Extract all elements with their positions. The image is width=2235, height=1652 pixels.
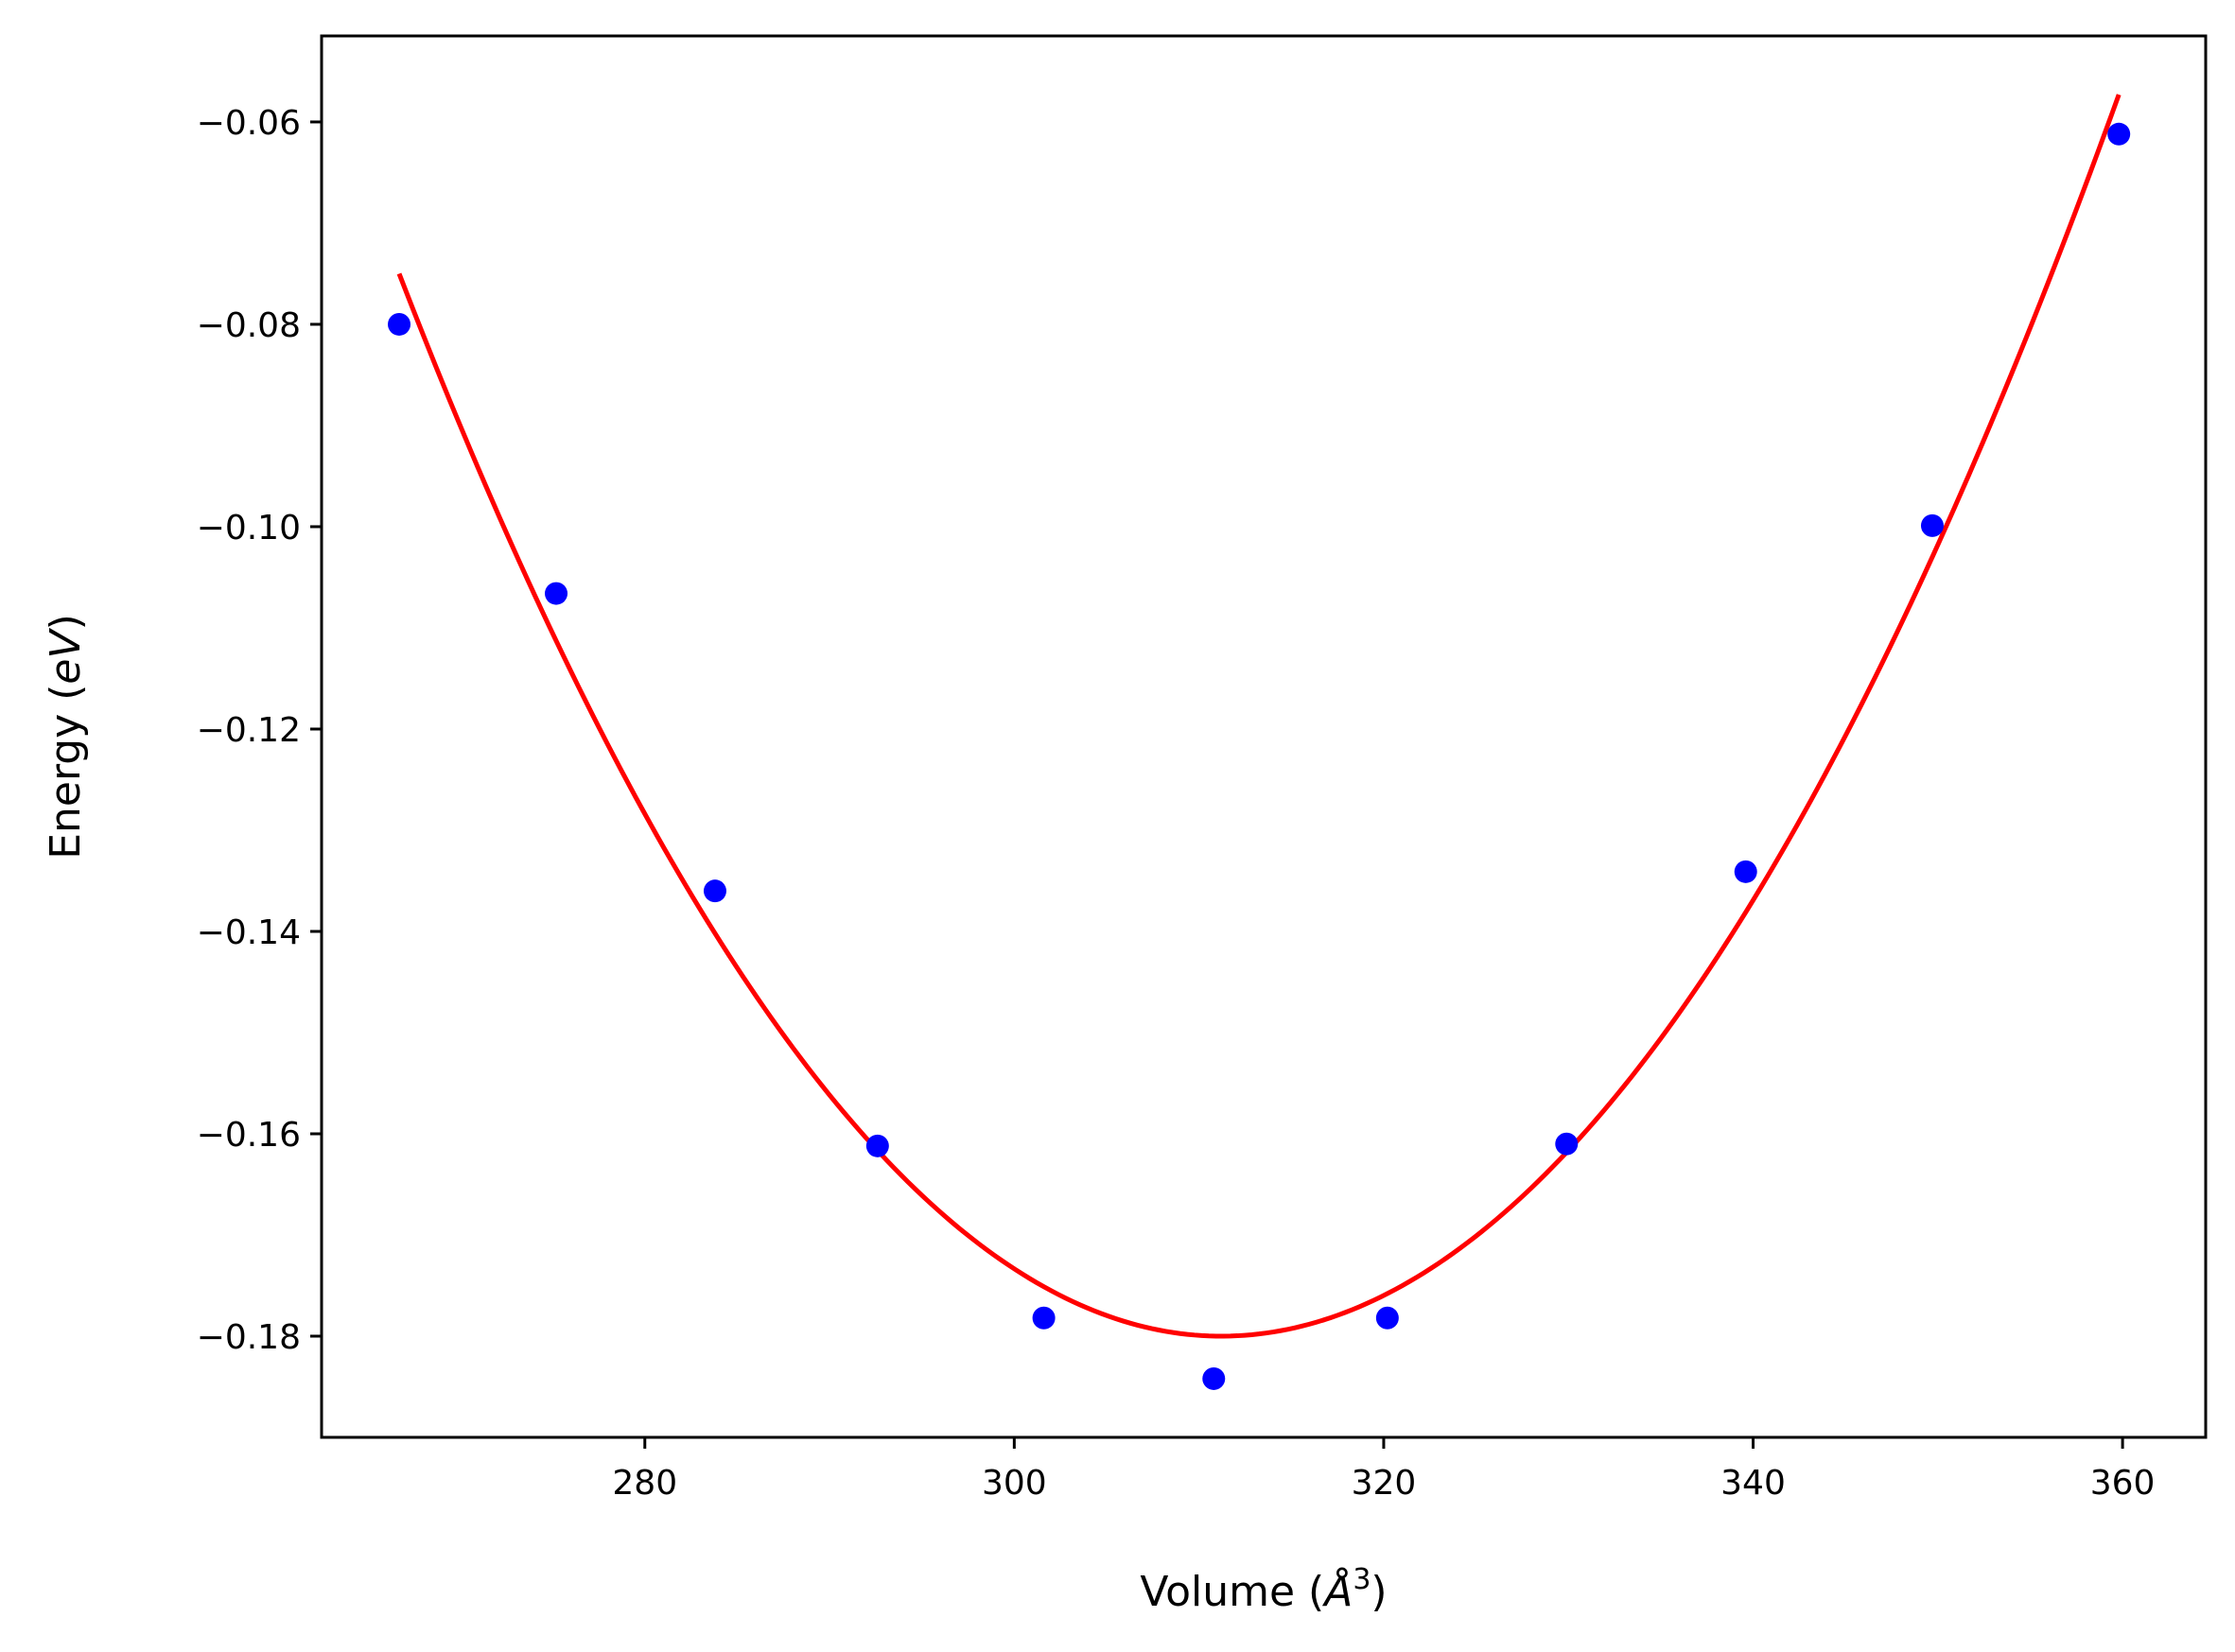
data-point xyxy=(2107,122,2131,146)
data-point xyxy=(1555,1132,1579,1156)
x-axis-title-symbol: Å xyxy=(1321,1566,1353,1616)
x-tick-label: 280 xyxy=(612,1464,677,1503)
data-point xyxy=(1032,1306,1056,1330)
data-point xyxy=(703,879,726,903)
y-tick-label: −0.10 xyxy=(197,509,301,548)
y-axis-title-suffix: ) xyxy=(42,614,90,630)
data-point xyxy=(1375,1306,1399,1330)
y-tick-label: −0.14 xyxy=(197,913,301,952)
y-axis-ticks: −0.18 −0.16 −0.14 −0.12 −0.10 −0.08 −0.06 xyxy=(197,104,322,1357)
data-point xyxy=(865,1134,889,1157)
x-tick-label: 360 xyxy=(2090,1464,2156,1503)
plot-frame xyxy=(320,34,2208,1439)
y-tick-label: −0.18 xyxy=(197,1318,301,1357)
x-axis-ticks: 280 300 320 340 360 xyxy=(612,1437,2155,1503)
data-point xyxy=(1734,860,1757,883)
y-axis-title-prefix: Energy ( xyxy=(42,685,90,860)
y-tick-label: −0.12 xyxy=(197,711,301,750)
data-point xyxy=(1202,1366,1226,1390)
x-tick-label: 320 xyxy=(1352,1464,1417,1503)
data-point xyxy=(1920,513,1944,537)
x-axis-title-prefix: Volume ( xyxy=(1140,1568,1324,1616)
y-axis-title: Energy (eV) xyxy=(42,614,90,860)
x-axis-title-exponent: 3 xyxy=(1353,1563,1371,1596)
data-points xyxy=(388,122,2131,1390)
data-point xyxy=(388,312,411,336)
x-tick-label: 340 xyxy=(1720,1464,1786,1503)
x-axis-title-suffix: ) xyxy=(1371,1568,1387,1616)
x-tick-label: 300 xyxy=(982,1464,1047,1503)
y-axis-title-symbol: eV xyxy=(42,628,90,685)
y-tick-label: −0.16 xyxy=(197,1116,301,1155)
y-tick-label: −0.06 xyxy=(197,104,301,143)
x-axis-title: Volume (Å3) xyxy=(1140,1563,1387,1616)
data-point xyxy=(545,582,568,605)
fit-curve-line xyxy=(396,94,2122,1339)
y-tick-label: −0.08 xyxy=(197,306,301,345)
